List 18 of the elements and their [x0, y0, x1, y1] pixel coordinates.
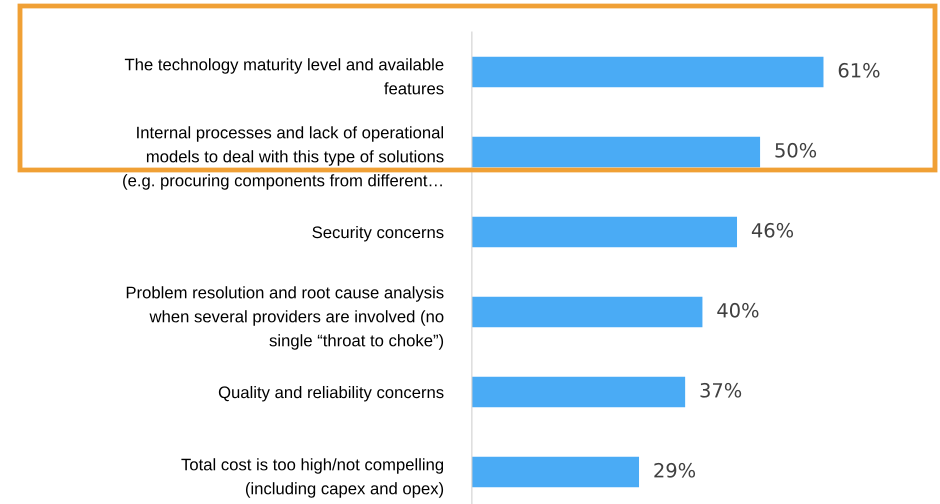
y-tick-label: Internal processes and lack of operational models to deal with this type of solutions (e.g. procuring components from different… [123, 126, 444, 190]
y-tick-label: Total cost is too high/not compelling (including capex and opex) [181, 458, 444, 498]
bar [472, 56, 824, 88]
data-label: 46% [752, 222, 794, 238]
bar [472, 296, 702, 328]
data-label: 50% [775, 142, 816, 158]
data-label: 29% [654, 462, 696, 478]
y-tick-label: Problem resolution and root cause analysis when several providers are involved (no single “throat to choke”) [126, 286, 444, 350]
y-tick-label: Quality and reliability concerns [218, 386, 444, 402]
bar [472, 456, 640, 488]
bar [472, 136, 760, 168]
y-tick-label: Security concerns [312, 226, 444, 242]
data-label: 40% [717, 302, 758, 318]
data-label: 61% [838, 62, 880, 78]
bar [472, 376, 686, 408]
bar [472, 216, 738, 248]
y-tick-label: The technology maturity level and available features [124, 58, 444, 94]
data-label: 37% [700, 382, 742, 398]
